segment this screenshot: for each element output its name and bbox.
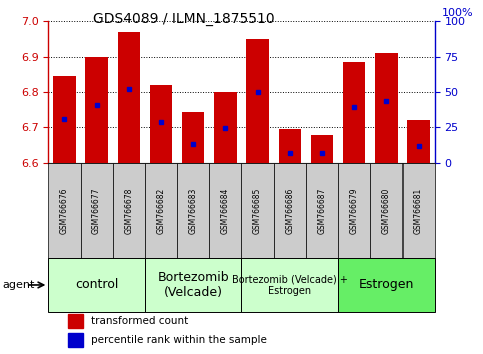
Bar <box>117 32 140 163</box>
Text: GSM766686: GSM766686 <box>285 187 294 234</box>
Bar <box>338 258 435 312</box>
Bar <box>81 163 113 258</box>
Text: GSM766681: GSM766681 <box>414 188 423 234</box>
Text: GSM766684: GSM766684 <box>221 187 230 234</box>
Text: GSM766682: GSM766682 <box>156 188 166 234</box>
Bar <box>85 57 108 163</box>
Text: 100%: 100% <box>441 8 473 18</box>
Bar <box>150 85 172 163</box>
Bar <box>279 129 301 163</box>
Text: GDS4089 / ILMN_1875510: GDS4089 / ILMN_1875510 <box>93 12 274 27</box>
Bar <box>242 258 338 312</box>
Text: GSM766679: GSM766679 <box>350 187 359 234</box>
Bar <box>48 163 81 258</box>
Bar <box>214 92 237 163</box>
Bar <box>402 163 435 258</box>
Bar <box>311 135 333 163</box>
Bar <box>209 163 242 258</box>
Text: GSM766678: GSM766678 <box>124 187 133 234</box>
Text: GSM766676: GSM766676 <box>60 187 69 234</box>
Bar <box>246 39 269 163</box>
Bar <box>242 163 274 258</box>
Bar <box>306 163 338 258</box>
Bar <box>53 76 76 163</box>
Text: transformed count: transformed count <box>91 316 188 326</box>
Bar <box>375 53 398 163</box>
Text: GSM766685: GSM766685 <box>253 187 262 234</box>
Text: percentile rank within the sample: percentile rank within the sample <box>91 335 267 345</box>
Text: GSM766680: GSM766680 <box>382 187 391 234</box>
Bar <box>182 112 204 163</box>
Bar <box>145 258 242 312</box>
Text: Bortezomib
(Velcade): Bortezomib (Velcade) <box>157 271 229 299</box>
Bar <box>370 163 402 258</box>
Bar <box>48 258 145 312</box>
Text: Bortezomib (Velcade) +
Estrogen: Bortezomib (Velcade) + Estrogen <box>232 274 348 296</box>
Bar <box>338 163 370 258</box>
Bar <box>274 163 306 258</box>
Text: GSM766683: GSM766683 <box>189 187 198 234</box>
Bar <box>68 314 83 328</box>
Bar <box>177 163 209 258</box>
Text: GSM766677: GSM766677 <box>92 187 101 234</box>
Text: control: control <box>75 279 118 291</box>
Bar <box>343 62 366 163</box>
Text: agent: agent <box>2 280 35 290</box>
Bar <box>407 120 430 163</box>
Text: Estrogen: Estrogen <box>359 279 414 291</box>
Bar <box>113 163 145 258</box>
Bar <box>145 163 177 258</box>
Bar <box>68 333 83 347</box>
Text: GSM766687: GSM766687 <box>317 187 327 234</box>
